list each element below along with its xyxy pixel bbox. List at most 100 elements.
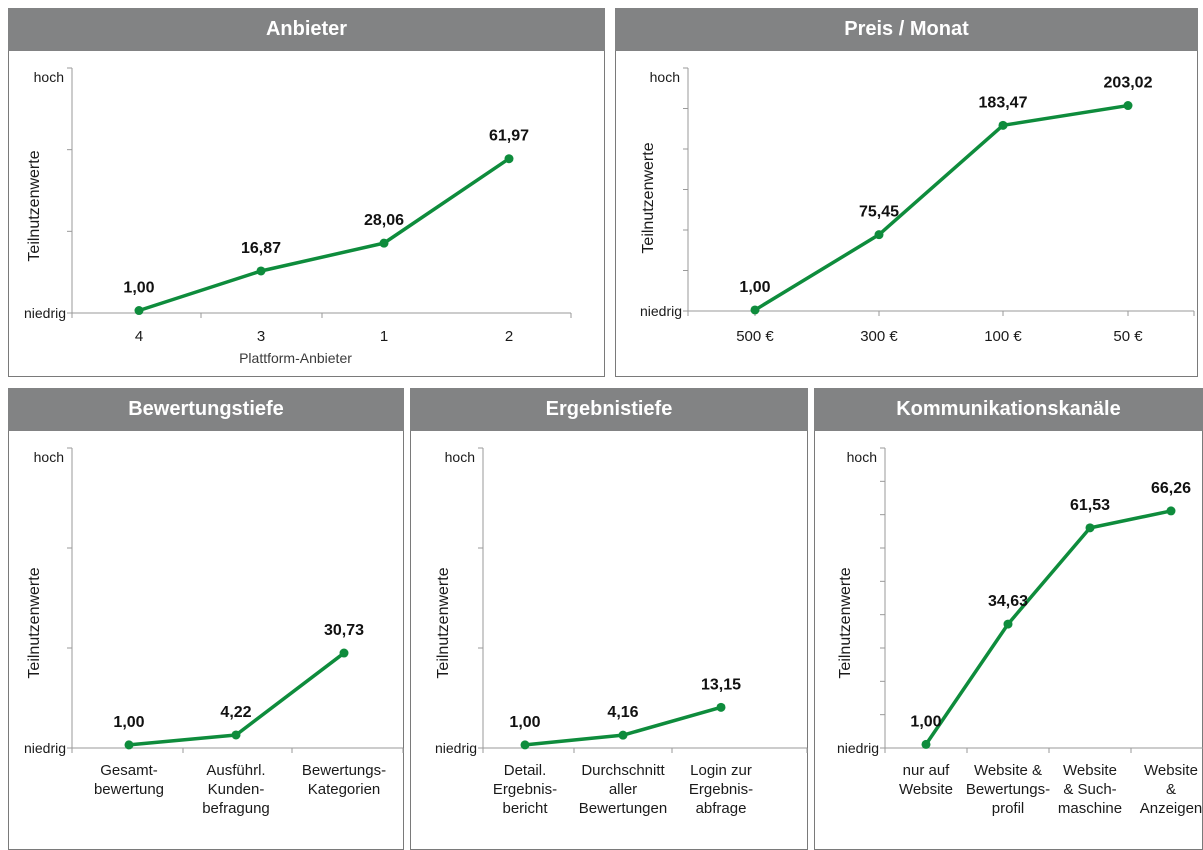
- y-axis-title: Teilnutzenwerte: [435, 567, 452, 678]
- y-label-low: niedrig: [435, 740, 477, 756]
- x-axis-title: Plattform-Anbieter: [239, 350, 352, 366]
- data-point: [339, 648, 349, 658]
- chart-preis: hoch niedrig Teilnutzenwerte 500 € 300 € 100 …: [640, 67, 1195, 345]
- data-point: [520, 740, 530, 750]
- x-tick-label-line: Website: [899, 781, 953, 798]
- data-label: 16,87: [241, 240, 281, 257]
- data-point: [716, 702, 726, 712]
- panel-preis: Preis / Monat hoch niedrig Teilnutzenwerte…: [615, 8, 1198, 377]
- y-label-low: niedrig: [24, 740, 66, 756]
- x-tick-label-line: Website: [1144, 762, 1198, 779]
- data-label: 203,02: [1104, 75, 1153, 92]
- y-axis-title: Teilnutzenwerte: [837, 567, 854, 678]
- data-point: [1003, 619, 1013, 629]
- x-tick-label: Login zur Ergebnis-abfrage: [689, 762, 753, 817]
- chart-anbieter: hoch niedrig Teilnutzenwerte Plattform-Anbi…: [24, 67, 572, 366]
- panel-title: Preis / Monat: [615, 8, 1198, 51]
- y-label-high: hoch: [847, 449, 877, 465]
- y-label-high: hoch: [34, 69, 64, 85]
- x-tick-label-line: Kunden-: [208, 781, 265, 798]
- data-point: [231, 730, 241, 740]
- panel-anbieter: Anbieter hoch niedrig Teilnutzenwerte Platt…: [8, 8, 605, 377]
- x-tick-label-line: Login zur: [690, 762, 752, 779]
- x-tick-label-line: Bewertungs-: [966, 781, 1050, 798]
- data-label: 1,00: [910, 713, 941, 730]
- y-label-high: hoch: [445, 449, 475, 465]
- data-label: 13,15: [701, 676, 741, 693]
- panel-ergebnistiefe: Ergebnistiefe hoch niedrig Teilnutzenwerte…: [410, 388, 808, 850]
- data-point: [134, 306, 144, 316]
- x-tick-label-line: & Such-: [1063, 781, 1116, 798]
- x-tick-label-line: maschine: [1058, 800, 1122, 817]
- chart-bewertungstiefe: hoch niedrig Teilnutzenwerte Gesamt-bewertu…: [24, 447, 404, 817]
- x-tick-label-line: 2: [505, 328, 513, 345]
- x-tick-label: Website & Anzeigen: [1140, 762, 1203, 817]
- x-tick-label: 500 €: [736, 328, 774, 345]
- x-tick-label-line: 1: [380, 328, 388, 345]
- panel-title: Bewertungstiefe: [8, 388, 404, 431]
- x-tick-label: Ausführl. Kunden-befragung: [202, 762, 270, 817]
- x-tick-label-line: &: [1166, 781, 1176, 798]
- x-tick-label: Website & Bewertungs-profil: [966, 762, 1050, 817]
- data-label: 4,22: [220, 704, 251, 721]
- x-tick-label: 100 €: [984, 328, 1022, 345]
- x-tick-label: 3: [257, 328, 265, 345]
- x-tick-label-line: 3: [257, 328, 265, 345]
- data-point: [1166, 506, 1176, 516]
- data-label: 30,73: [324, 622, 364, 639]
- data-label: 34,63: [988, 593, 1028, 610]
- y-label-high: hoch: [34, 449, 64, 465]
- x-tick-label-line: Gesamt-: [100, 762, 158, 779]
- y-label-low: niedrig: [837, 740, 879, 756]
- x-tick-label-line: Anzeigen: [1140, 800, 1203, 817]
- data-point: [256, 266, 266, 276]
- data-label: 75,45: [859, 204, 899, 221]
- x-tick-label-line: Detail.: [504, 762, 547, 779]
- data-label: 183,47: [979, 94, 1028, 111]
- chart-kommunikation: hoch niedrig Teilnutzenwerte nur auf Website…: [837, 447, 1203, 817]
- x-tick-label-line: Website: [1063, 762, 1117, 779]
- x-tick-label-line: Ausführl.: [206, 762, 265, 779]
- data-point: [874, 230, 884, 240]
- x-tick-label-line: Bewertungen: [579, 800, 667, 817]
- data-point: [750, 305, 760, 315]
- x-tick-label-line: Durchschnitt: [581, 762, 665, 779]
- series-line: [137, 156, 511, 313]
- y-label-low: niedrig: [640, 303, 682, 319]
- data-point: [504, 154, 514, 164]
- x-tick-label-line: Ergebnis-: [689, 781, 753, 798]
- data-point: [1123, 101, 1133, 111]
- x-tick-label-line: Kategorien: [308, 781, 381, 798]
- x-tick-label-line: 500 €: [736, 328, 774, 345]
- x-tick-label-line: 300 €: [860, 328, 898, 345]
- x-tick-label-line: profil: [992, 800, 1025, 817]
- data-label: 1,00: [509, 714, 540, 731]
- data-point: [124, 740, 134, 750]
- data-point: [379, 238, 389, 248]
- x-tick-label: 300 €: [860, 328, 898, 345]
- y-axis-title: Teilnutzenwerte: [640, 142, 657, 253]
- data-label: 61,97: [489, 128, 529, 145]
- x-tick-label: Gesamt-bewertung: [94, 762, 164, 798]
- x-tick-label-line: Website &: [974, 762, 1042, 779]
- x-tick-label-line: bericht: [502, 800, 548, 817]
- data-label: 61,53: [1070, 497, 1110, 514]
- y-label-high: hoch: [650, 69, 680, 85]
- x-tick-label: Bewertungs- Kategorien: [302, 762, 386, 798]
- chart-ergebnistiefe: hoch niedrig Teilnutzenwerte Detail. Ergebni…: [435, 447, 808, 817]
- x-tick-label-line: aller: [609, 781, 637, 798]
- x-tick-label: 2: [505, 328, 513, 345]
- data-label: 4,16: [607, 704, 638, 721]
- x-tick-label-line: 50 €: [1113, 328, 1143, 345]
- panel-title: Anbieter: [8, 8, 605, 51]
- y-axis-title: Teilnutzenwerte: [26, 150, 43, 261]
- data-label: 28,06: [364, 212, 404, 229]
- panel-title: Kommunikationskanäle: [814, 388, 1203, 431]
- panel-bewertungstiefe: Bewertungstiefe hoch niedrig Teilnutzenwer…: [8, 388, 404, 850]
- y-label-low: niedrig: [24, 305, 66, 321]
- data-label: 1,00: [113, 714, 144, 731]
- data-point: [618, 730, 628, 740]
- x-tick-label-line: 4: [135, 328, 143, 345]
- x-tick-label-line: abfrage: [696, 800, 747, 817]
- x-tick-label-line: nur auf: [903, 762, 951, 779]
